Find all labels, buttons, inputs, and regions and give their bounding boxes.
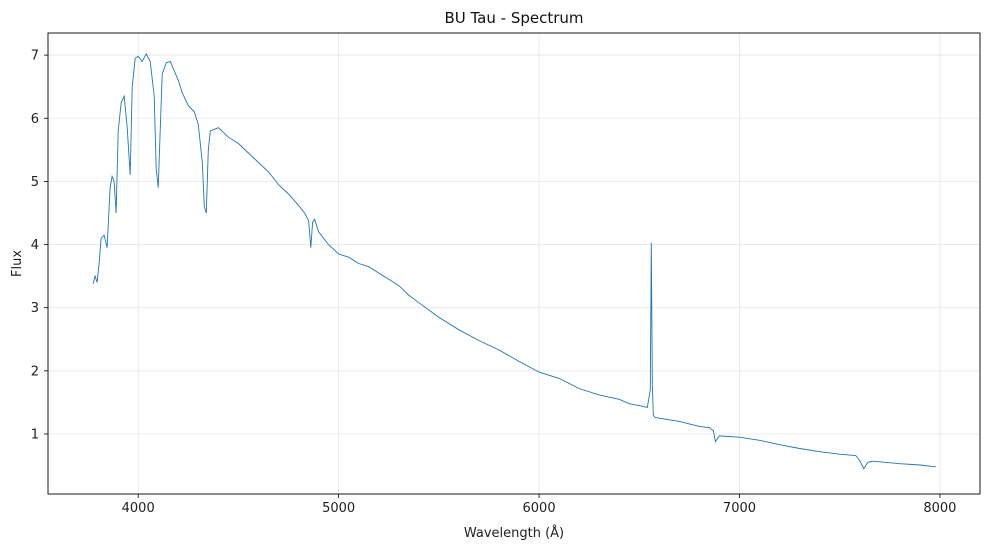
x-tick-label: 7000 xyxy=(723,501,756,516)
y-axis: 1 2 3 4 5 6 7 xyxy=(31,49,48,443)
y-tick-label: 6 xyxy=(31,112,39,127)
x-axis: 4000 5000 6000 7000 8000 xyxy=(122,494,956,516)
x-tick-label: 4000 xyxy=(122,501,155,516)
y-tick-label: 2 xyxy=(31,364,39,379)
x-tick-label: 5000 xyxy=(322,501,355,516)
y-tick-label: 1 xyxy=(31,428,39,443)
y-tick-label: 7 xyxy=(31,49,39,64)
x-tick-label: 6000 xyxy=(523,501,556,516)
x-axis-label: Wavelength (Å) xyxy=(464,525,564,541)
series-line-flux xyxy=(92,52,936,470)
y-tick-label: 5 xyxy=(31,175,39,190)
grid xyxy=(48,33,980,494)
plot-frame xyxy=(47,32,981,495)
chart-title: BU Tau - Spectrum xyxy=(444,9,583,27)
x-tick-label: 8000 xyxy=(923,501,956,516)
y-tick-label: 4 xyxy=(31,238,39,253)
y-axis-label: Flux xyxy=(10,250,25,277)
y-tick-label: 3 xyxy=(31,301,39,316)
